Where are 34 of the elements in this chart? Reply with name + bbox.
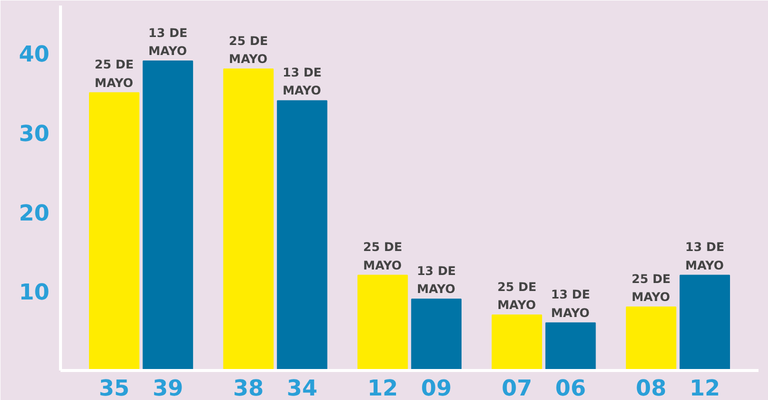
data-label: 06 [555,376,586,400]
data-label: 09 [421,376,452,400]
data-label: 39 [152,376,184,400]
y-tick-label: 30 [18,122,50,147]
bar [411,298,462,370]
data-label: 08 [636,376,666,400]
bar [223,68,274,370]
y-tick-label: 40 [18,42,50,68]
text: 25 DE MAYO [363,240,402,272]
data-label: 12 [367,376,398,400]
text: 13 DE MAYO [685,240,724,272]
data-label: 35 [98,376,130,400]
text: 13 DE MAYO [282,66,322,98]
bar [357,274,408,370]
text: 13 DE MAYO [551,288,590,320]
text: 25 DE MAYO [228,34,268,66]
bar [626,306,676,370]
bar [142,60,194,370]
text: 25 DE MAYO [497,280,536,312]
bar [276,100,328,370]
series-label: 13 DE MAYO [148,26,188,58]
data-label: 07 [502,376,532,400]
data-label: 12 [690,376,720,400]
series-label: 25 DE MAYO [94,58,134,90]
bar [492,314,542,370]
data-label: 38 [233,376,264,400]
bar [680,274,730,370]
data-label: 34 [286,376,318,400]
y-tick-label: 20 [18,201,50,226]
text: 13 DE MAYO [416,264,456,296]
bar [88,92,140,370]
y-tick-label: 10 [18,280,50,306]
bar [545,322,596,370]
text: 25 DE MAYO [632,272,671,304]
